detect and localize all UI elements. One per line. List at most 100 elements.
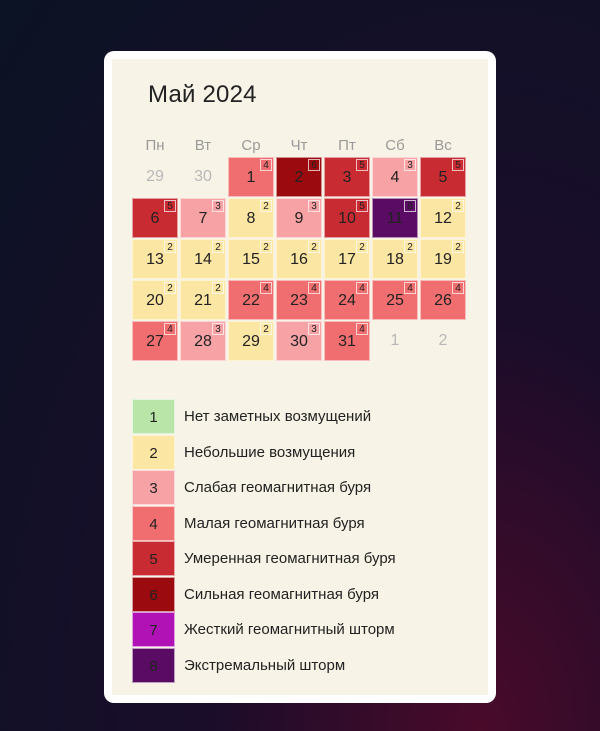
kp-level-badge: 2 bbox=[260, 323, 272, 335]
kp-level-badge: 2 bbox=[212, 241, 224, 253]
legend-label: Небольшие возмущения bbox=[184, 443, 356, 461]
calendar-day[interactable]: 19 2 bbox=[420, 239, 466, 279]
calendar-day[interactable]: 26 4 bbox=[420, 280, 466, 320]
calendar-day[interactable]: 20 2 bbox=[132, 280, 178, 320]
kp-level-badge: 3 bbox=[308, 323, 320, 335]
calendar-day-outside-month: 1 bbox=[372, 321, 418, 361]
calendar-day[interactable]: 17 2 bbox=[324, 239, 370, 279]
kp-level-badge: 2 bbox=[452, 241, 464, 253]
calendar-day[interactable]: 16 2 bbox=[276, 239, 322, 279]
day-number: 8 bbox=[246, 210, 256, 227]
calendar-day[interactable]: 23 4 bbox=[276, 280, 322, 320]
calendar-day[interactable]: 31 4 bbox=[324, 321, 370, 361]
calendar-day[interactable]: 25 4 bbox=[372, 280, 418, 320]
kp-level-badge: 2 bbox=[308, 241, 320, 253]
weekday-label: Вт bbox=[194, 137, 212, 154]
calendar-day[interactable]: 21 2 bbox=[180, 280, 226, 320]
day-number: 30 bbox=[194, 168, 212, 185]
forecast-card: Май 2024 Пн Вт Ср Чт Пт Сб Вс 29 30 1 4 2 6 3 5 4 3 5 5 6 5… bbox=[104, 51, 496, 703]
day-number: 27 bbox=[146, 333, 164, 350]
legend-label: Нет заметных возмущений bbox=[184, 408, 372, 425]
calendar-day[interactable]: 11 8 bbox=[372, 198, 418, 238]
day-number: 6 bbox=[150, 210, 160, 227]
calendar-day[interactable]: 15 2 bbox=[228, 239, 274, 279]
day-number: 1 bbox=[246, 169, 256, 186]
kp-level-badge: 2 bbox=[164, 241, 176, 253]
calendar-day[interactable]: 27 4 bbox=[132, 321, 178, 361]
kp-level-badge: 4 bbox=[260, 282, 272, 294]
kp-level-badge: 3 bbox=[308, 200, 320, 212]
kp-level-badge: 2 bbox=[164, 282, 176, 294]
legend-swatch: 7 bbox=[132, 612, 175, 647]
day-number: 22 bbox=[242, 292, 260, 309]
weekday-label: Ср bbox=[241, 137, 261, 154]
kp-level-badge: 4 bbox=[164, 323, 176, 335]
calendar-day-outside-month: 29 bbox=[132, 157, 178, 197]
calendar-day[interactable]: 30 3 bbox=[276, 321, 322, 361]
kp-level-badge: 4 bbox=[452, 282, 464, 294]
kp-level-badge: 8 bbox=[404, 200, 416, 212]
calendar-day-outside-month: 30 bbox=[180, 157, 226, 197]
legend-item: 4 Малая геомагнитная буря bbox=[132, 505, 472, 541]
calendar-day[interactable]: 24 4 bbox=[324, 280, 370, 320]
legend-swatch: 8 bbox=[132, 647, 175, 683]
day-number: 17 bbox=[338, 251, 356, 268]
calendar-day[interactable]: 12 2 bbox=[420, 198, 466, 238]
kp-level-badge: 3 bbox=[212, 323, 224, 335]
kp-level-badge: 2 bbox=[452, 200, 464, 212]
legend-label: Жесткий геомагнитный шторм bbox=[184, 621, 395, 638]
calendar-day-outside-month: 2 bbox=[420, 321, 466, 361]
kp-level-badge: 5 bbox=[356, 159, 368, 171]
kp-level-badge: 2 bbox=[212, 282, 224, 294]
day-number: 20 bbox=[146, 292, 164, 309]
day-number: 1 bbox=[390, 332, 400, 349]
legend-swatch: 2 bbox=[132, 434, 175, 470]
day-number: 26 bbox=[434, 292, 452, 309]
legend-label: Малая геомагнитная буря bbox=[184, 514, 365, 532]
day-number: 19 bbox=[434, 251, 452, 268]
weekday-label: Пн bbox=[145, 137, 165, 154]
day-number: 21 bbox=[194, 292, 212, 309]
day-number: 25 bbox=[386, 292, 404, 309]
kp-level-badge: 5 bbox=[452, 159, 464, 171]
calendar-day[interactable]: 18 2 bbox=[372, 239, 418, 279]
day-number: 31 bbox=[338, 333, 356, 350]
legend-item: 5 Умеренная геомагнитная буря bbox=[132, 541, 472, 576]
kp-level-badge: 6 bbox=[308, 159, 320, 171]
calendar-day[interactable]: 14 2 bbox=[180, 239, 226, 279]
calendar-day[interactable]: 13 2 bbox=[132, 239, 178, 279]
weekday-label: Сб bbox=[385, 137, 405, 154]
kp-level-badge: 4 bbox=[356, 323, 368, 335]
day-number: 4 bbox=[390, 169, 400, 186]
page-title: Май 2024 bbox=[148, 81, 257, 108]
day-number: 12 bbox=[434, 210, 452, 227]
legend-label: Экстремальный шторм bbox=[184, 656, 346, 674]
day-number: 7 bbox=[198, 210, 208, 227]
legend-item: 6 Сильная геомагнитная буря bbox=[132, 576, 472, 612]
calendar-day[interactable]: 29 2 bbox=[228, 321, 274, 361]
legend-item: 2 Небольшие возмущения bbox=[132, 434, 472, 470]
day-number: 10 bbox=[338, 210, 356, 227]
legend-swatch: 3 bbox=[132, 470, 175, 505]
legend-item: 8 Экстремальный шторм bbox=[132, 647, 472, 683]
calendar-day[interactable]: 28 3 bbox=[180, 321, 226, 361]
kp-level-badge: 4 bbox=[356, 282, 368, 294]
legend-item: 3 Слабая геомагнитная буря bbox=[132, 470, 472, 505]
day-number: 2 bbox=[294, 169, 304, 186]
weekday-label: Вс bbox=[434, 137, 452, 154]
calendar-day[interactable]: 10 5 bbox=[324, 198, 370, 238]
legend-swatch: 6 bbox=[132, 576, 175, 612]
legend-item: 7 Жесткий геомагнитный шторм bbox=[132, 612, 472, 647]
legend-label: Сильная геомагнитная буря bbox=[184, 585, 379, 603]
card-body: Май 2024 Пн Вт Ср Чт Пт Сб Вс 29 30 1 4 2 6 3 5 4 3 5 5 6 5… bbox=[112, 59, 488, 695]
calendar-day[interactable]: 22 4 bbox=[228, 280, 274, 320]
